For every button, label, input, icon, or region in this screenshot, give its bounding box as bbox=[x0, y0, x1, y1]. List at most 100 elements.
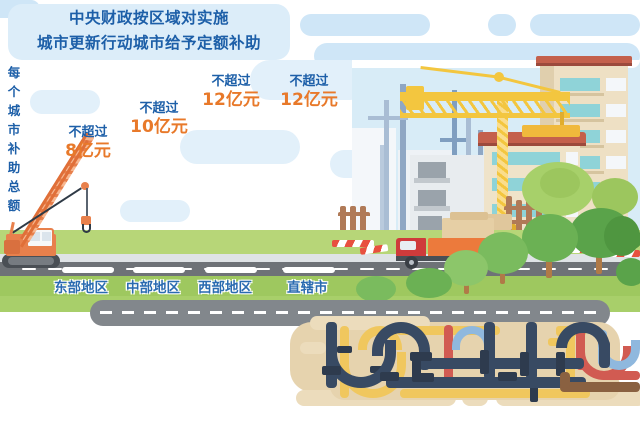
bar-prefix-label: 不超过 bbox=[289, 74, 329, 89]
bar-central[interactable] bbox=[133, 267, 185, 273]
y-axis-label-char: 每 bbox=[7, 65, 21, 80]
road-dash bbox=[178, 268, 192, 270]
crawler-crane-boom-tip bbox=[81, 182, 89, 190]
pipe-navy-vertical-3 bbox=[484, 322, 495, 380]
bar-group-east: 不超过 8亿元 bbox=[62, 125, 114, 273]
pipe-yellow-valve-arm bbox=[548, 338, 562, 346]
pipe-navy-bend-1 bbox=[326, 340, 396, 388]
pipe-flange bbox=[480, 350, 489, 374]
bar-caption-central: 不超过 10亿元 bbox=[130, 101, 188, 137]
y-axis-label-char: 额 bbox=[7, 198, 21, 213]
crawler-crane-track-inner bbox=[8, 257, 54, 265]
soil-patch bbox=[300, 342, 326, 354]
road-dash bbox=[334, 268, 348, 270]
cloud-shape bbox=[300, 14, 430, 36]
tower-crane-mast-lattice bbox=[497, 98, 508, 228]
tower-crane-jib bbox=[400, 92, 570, 101]
pipe-brown-elbow bbox=[560, 372, 570, 388]
page-title: 中央财政按区域对实施 城市更新行动城市给予定额补助 bbox=[10, 6, 288, 56]
tower-roof bbox=[536, 56, 632, 64]
window bbox=[418, 216, 442, 230]
bar-prefix-label: 不超过 bbox=[139, 101, 179, 116]
pipe-red-horizontal bbox=[600, 371, 640, 380]
pipe-flange bbox=[498, 372, 517, 381]
category-label-central: 中部地区 bbox=[126, 280, 180, 296]
pipe-navy-arch-2 bbox=[372, 322, 430, 356]
cloud-shape bbox=[30, 90, 100, 114]
y-axis-label-char: 城 bbox=[7, 103, 21, 118]
bush bbox=[356, 276, 396, 302]
title-line-1: 中央财政按区域对实施 bbox=[68, 9, 229, 27]
window bbox=[560, 78, 600, 91]
road-dash bbox=[256, 268, 270, 270]
fence-post bbox=[526, 196, 532, 230]
fence-rail bbox=[504, 220, 544, 224]
tree-crown-shade bbox=[540, 168, 580, 198]
bush bbox=[618, 228, 640, 250]
bar-caption-municipality: 不超过 12亿元 bbox=[280, 74, 338, 110]
pipe-navy-run-2 bbox=[424, 358, 584, 369]
window bbox=[418, 162, 446, 178]
window bbox=[560, 104, 600, 117]
bar-east[interactable] bbox=[62, 267, 114, 273]
bar-caption-east: 不超过 8亿元 bbox=[65, 125, 111, 161]
pipe-navy-arch-5 bbox=[556, 322, 610, 348]
balcony-rail bbox=[556, 145, 604, 148]
scaffold-pole bbox=[380, 145, 384, 230]
y-axis-label-char: 总 bbox=[7, 179, 21, 194]
road-dash bbox=[48, 268, 62, 270]
category-label-east: 东部地区 bbox=[54, 280, 108, 296]
fence-rail bbox=[504, 206, 544, 210]
window bbox=[414, 206, 450, 211]
pipe-flange bbox=[412, 373, 434, 382]
window bbox=[606, 130, 626, 143]
sky-band-edge bbox=[352, 60, 640, 68]
category-label-west: 西部地区 bbox=[198, 280, 252, 296]
bar-value-label: 8亿元 bbox=[65, 141, 111, 161]
road-dash bbox=[386, 268, 400, 270]
fence-post bbox=[360, 206, 366, 230]
pipe-navy-run-1 bbox=[386, 377, 586, 388]
building-roof-shadow bbox=[478, 143, 586, 146]
pipe-flange bbox=[412, 354, 421, 376]
scaffold-pole bbox=[400, 84, 406, 230]
traffic-barrier bbox=[332, 240, 374, 247]
road-dash bbox=[568, 268, 582, 270]
bar-west[interactable] bbox=[205, 267, 257, 273]
crawler-crane-cab-window bbox=[30, 232, 40, 241]
bar-value-label: 12亿元 bbox=[280, 90, 338, 110]
cloud-shape bbox=[120, 200, 190, 222]
pipe-navy-vertical-4 bbox=[526, 322, 537, 380]
pipe-flange bbox=[556, 352, 565, 376]
window bbox=[566, 152, 578, 165]
crawler-crane-hoist-line bbox=[86, 188, 88, 218]
bar-group-west: 不超过 12亿元 bbox=[202, 74, 260, 273]
y-axis-label: 每 个 城 市 补 助 总 额 bbox=[3, 63, 25, 215]
tower-crane-trolley bbox=[560, 112, 564, 126]
window bbox=[606, 156, 626, 169]
bar-municipality[interactable] bbox=[283, 267, 335, 273]
pipe-flange bbox=[530, 386, 538, 402]
pipe-brown-run bbox=[560, 382, 640, 392]
window bbox=[606, 78, 626, 91]
tower-crane-jib-bottom bbox=[400, 113, 570, 118]
truck-wheel-hub bbox=[409, 260, 414, 265]
window bbox=[418, 190, 446, 206]
bar-chart: 不超过 8亿元 不超过 10亿元 不超过 12亿元 不超过 12亿 bbox=[0, 0, 360, 300]
truck-bricks-load bbox=[450, 212, 488, 220]
crawler-crane-hook-block bbox=[81, 216, 91, 225]
road-dash bbox=[22, 268, 36, 270]
scaffold-pole bbox=[384, 100, 389, 230]
truck-bricks-load bbox=[442, 218, 494, 240]
window bbox=[492, 152, 560, 165]
window bbox=[606, 104, 626, 117]
bar-caption-west: 不超过 12亿元 bbox=[202, 74, 260, 110]
category-label-municipality: 直辖市 bbox=[287, 280, 328, 296]
balcony-rail bbox=[556, 119, 604, 122]
bush bbox=[406, 268, 452, 298]
bar-value-label: 10亿元 bbox=[130, 117, 188, 137]
bar-group-municipality: 不超过 12亿元 bbox=[280, 74, 338, 273]
tower-crane-load bbox=[522, 125, 580, 137]
fence-post bbox=[340, 206, 346, 230]
